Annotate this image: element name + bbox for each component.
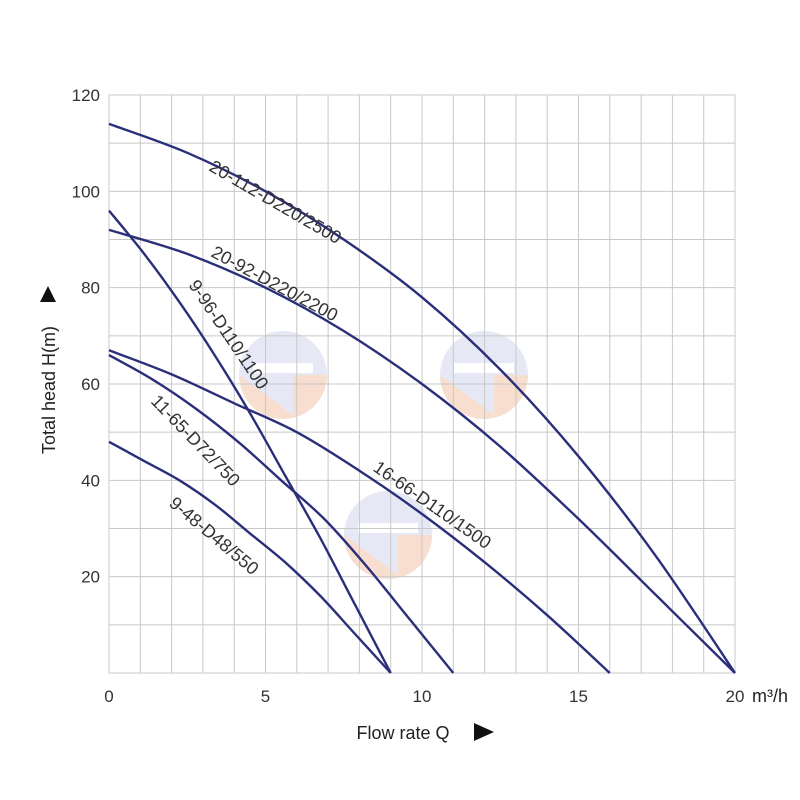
watermark-logo: [440, 331, 528, 419]
x-tick-label: 10: [413, 687, 432, 706]
y-tick-label: 20: [81, 568, 100, 587]
x-tick-label: 5: [261, 687, 270, 706]
curve-line: [108, 440, 392, 674]
y-tick-label: 60: [81, 375, 100, 394]
watermark-logo: [239, 331, 327, 419]
x-axis-label: Flow rate Q: [356, 723, 449, 743]
x-unit-label: m³/h: [752, 686, 788, 706]
curve-label: 9-48-D48/550: [165, 493, 262, 579]
curve-line: [108, 122, 736, 674]
curve-label: 11-65-D72/750: [147, 391, 244, 490]
x-tick-label: 15: [569, 687, 588, 706]
x-axis-title-group: Flow rate Q: [356, 723, 494, 743]
x-tick-label: 20: [726, 687, 745, 706]
x-tick-label: 0: [104, 687, 113, 706]
y-tick-label: 120: [72, 86, 100, 105]
y-tick-label: 100: [72, 182, 100, 201]
pump-curves: [108, 122, 736, 674]
x-axis-ticks: 0 5 10 15 20: [104, 687, 744, 706]
curve-label: 20-92-D220/2200: [208, 242, 341, 325]
grid: [108, 94, 736, 674]
curve-line: [108, 354, 455, 674]
y-axis-title-group: Total head H(m): [39, 286, 59, 454]
x-axis-arrow-icon: [474, 723, 494, 741]
y-axis-ticks: 20 40 60 80 100 120: [72, 86, 100, 587]
watermark-logos: [239, 331, 528, 579]
y-axis-label: Total head H(m): [39, 326, 59, 454]
curve-line: [108, 228, 736, 674]
y-tick-label: 80: [81, 279, 100, 298]
y-tick-label: 40: [81, 471, 100, 490]
y-axis-arrow-icon: [40, 286, 56, 302]
curve-line: [108, 209, 392, 674]
curve-label: 20-112-D220/2500: [206, 156, 345, 248]
curve-line: [108, 349, 611, 674]
